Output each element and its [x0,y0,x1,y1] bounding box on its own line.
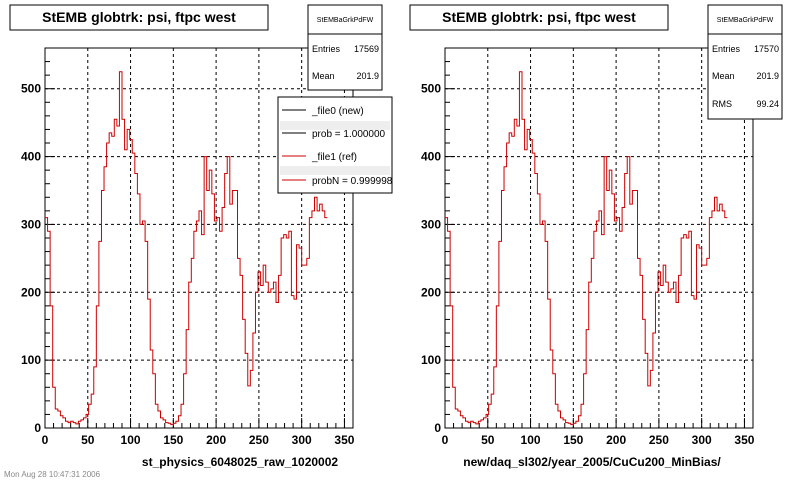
left-x-tick-label-100: 100 [121,433,141,447]
right-stats-label-rms: RMS [712,99,732,109]
right-x-tick-label-250: 250 [649,433,669,447]
right-stats-value-mean: 201.9 [756,71,779,81]
right-title-box [409,4,669,31]
right-plot-frame [444,47,754,429]
left-y-tick-label-400: 400 [21,150,41,164]
left-y-tick-label-500: 500 [21,82,41,96]
left-legend-label-2: _file1 (ref) [311,152,357,163]
left-x-tick-label-150: 150 [163,433,183,447]
right-y-tick-label-200: 200 [421,285,441,299]
left-x-tick-label-0: 0 [42,433,49,447]
left-y-tick-label-200: 200 [21,285,41,299]
right-chart-title: StEMB globtrk: psi, ftpc west [442,9,636,25]
right-histogram [445,71,728,426]
right-x-tick-label-200: 200 [606,433,626,447]
right-stats-label-entries: Entries [712,44,741,54]
left-stats-box: StEMBaGrkPdFW Entries 17569 Mean 201.9 [307,4,383,91]
left-legend-frame [277,96,393,194]
left-y-tick-label-0: 0 [34,421,41,435]
right-stats-label-mean: Mean [712,71,735,81]
left-title-box [9,4,269,31]
right-stats-name: StEMBaGrkPdFW [717,17,774,24]
left-legend-shade-1 [280,121,390,130]
right-x-tick-label-150: 150 [563,433,583,447]
right-y-tick-label-400: 400 [421,150,441,164]
left-stats-name: StEMBaGrkPdFW [317,17,374,24]
left-axes: 0 50 100 150 200 250 300 350 0 100 200 300 400 500 [21,61,355,447]
right-stats-value-rms: 99.24 [756,99,779,109]
footer-timestamp: Mon Aug 28 10:47:31 2006 [4,470,101,479]
left-legend-label-3: probN = 0.999998 [312,176,393,187]
right-x-tick-label-300: 300 [692,433,712,447]
right-y-tick-label-500: 500 [421,82,441,96]
left-legend-label-1: prob = 1.000000 [312,129,386,140]
right-stats-frame [707,4,783,120]
left-x-tick-label-200: 200 [206,433,226,447]
right-x-tick-label-350: 350 [734,433,754,447]
left-stats-label-entries: Entries [312,44,341,54]
right-axes: 0 50 100 150 200 250 300 350 0 100 200 300 400 500 [421,61,755,447]
left-x-tick-label-350: 350 [334,433,354,447]
left-x-tick-label-300: 300 [292,433,312,447]
left-stats-frame [307,4,383,91]
right-y-tick-label-0: 0 [434,421,441,435]
right-x-tick-label-100: 100 [521,433,541,447]
right-panel: StEMB globtrk: psi, ftpc west 0 50 100 150 2… [409,4,783,469]
left-x-axis-label: st_physics_6048025_raw_1020002 [142,455,338,469]
left-stats-value-entries: 17569 [354,44,379,54]
left-stats-label-mean: Mean [312,71,335,81]
left-legend: _file0 (new) prob = 1.000000 _file1 (ref… [277,96,393,194]
right-stats-box: StEMBaGrkPdFW Entries 17570 Mean 201.9 R… [707,4,783,120]
right-y-tick-label-100: 100 [421,353,441,367]
left-stats-value-mean: 201.9 [356,71,379,81]
right-plot-area: 0 50 100 150 200 250 300 350 0 100 200 300 400 500 [421,47,755,447]
left-x-tick-label-50: 50 [81,433,95,447]
right-x-tick-label-0: 0 [442,433,449,447]
left-panel: StEMB globtrk: psi, ftpc west 0 50 100 150 2… [9,4,393,469]
right-x-axis-label: new/daq_sl302/year_2005/CuCu200_MinBias/ [463,455,721,469]
left-x-tick-label-250: 250 [249,433,269,447]
left-chart-title: StEMB globtrk: psi, ftpc west [42,9,236,25]
left-y-tick-label-300: 300 [21,217,41,231]
right-x-tick-label-50: 50 [481,433,495,447]
right-y-tick-label-300: 300 [421,217,441,231]
left-histogram-ref [45,71,328,426]
right-stats-value-entries: 17570 [754,44,779,54]
left-legend-label-0: _file0 (new) [311,106,364,117]
left-y-tick-label-100: 100 [21,353,41,367]
left-legend-shade-2 [280,166,390,175]
